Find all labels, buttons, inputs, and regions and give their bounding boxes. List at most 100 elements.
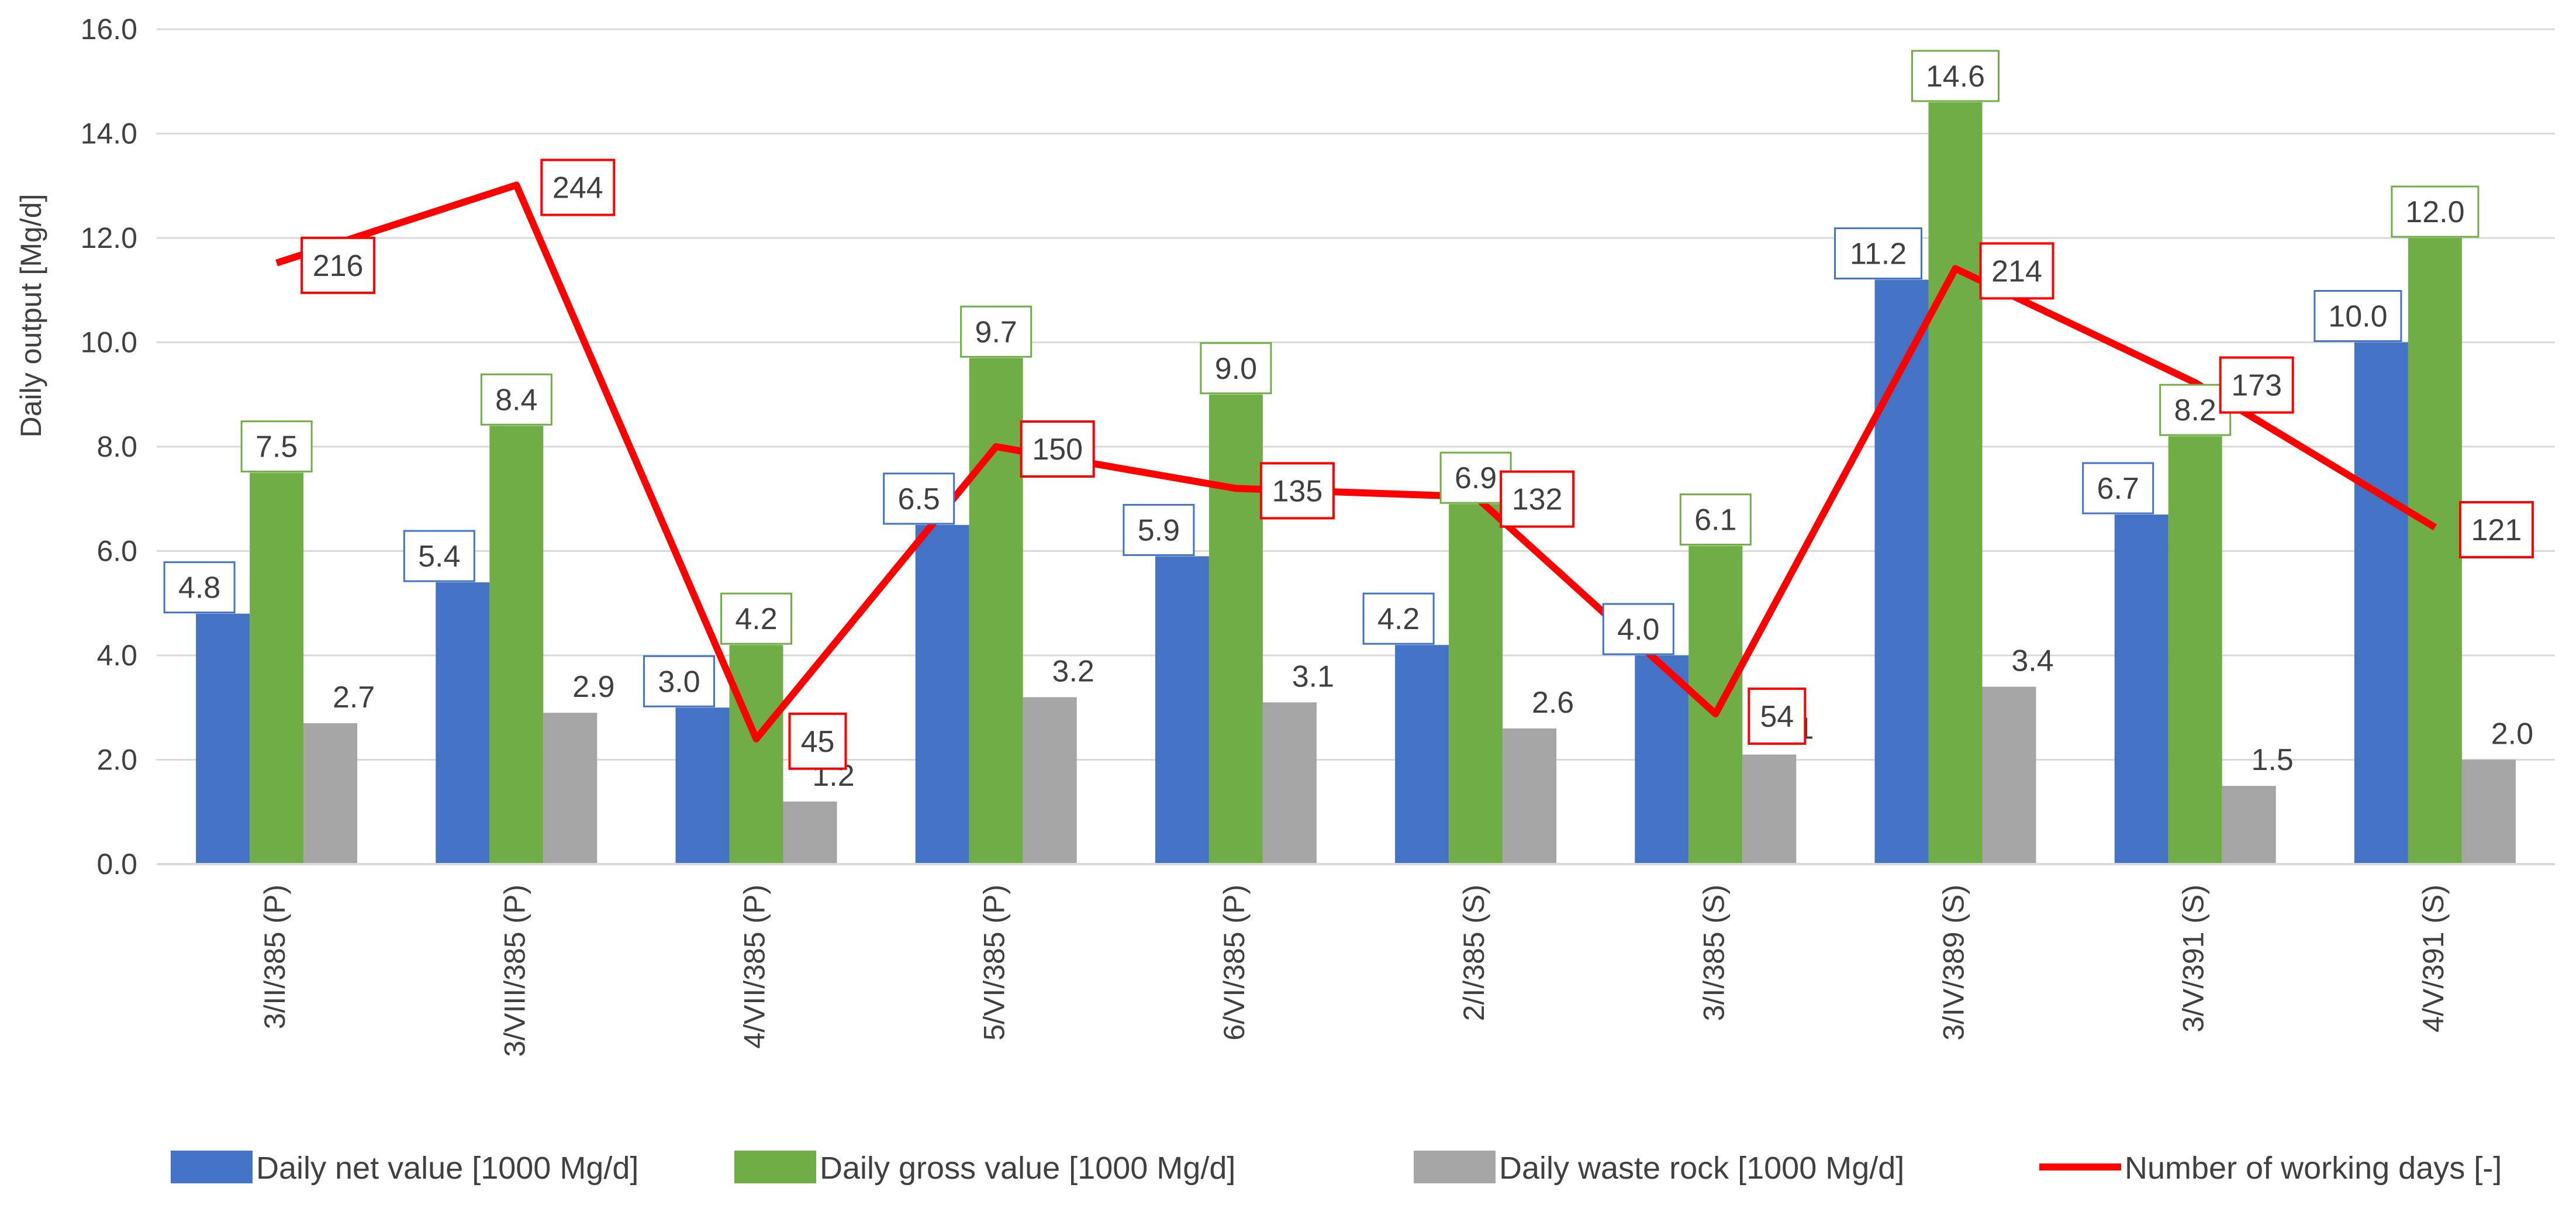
data-label-box [403,530,475,582]
data-label: 8.4 [495,383,537,417]
data-label-box [1602,603,1674,655]
data-label: 3.1 [1292,659,1334,693]
data-label: 121 [2471,513,2522,547]
y-tick-label: 14.0 [81,118,137,150]
y-tick-label: 8.0 [96,430,137,463]
bar [303,723,358,864]
data-label: 2.7 [333,681,375,714]
data-label: 7.5 [255,430,298,464]
data-label-box [301,236,376,294]
data-label: 135 [1272,474,1323,508]
legend-label: Number of working days [-] [2125,1151,2502,1186]
data-label: 14.6 [1926,60,1985,94]
bars [196,102,2516,865]
data-label: 214 [1991,254,2042,288]
data-label-box [1123,503,1195,556]
legend-label: Daily gross value [1000 Mg/d] [820,1151,1235,1186]
data-label: 4.2 [1377,602,1420,636]
data-label: 6.5 [898,482,940,516]
bar [543,713,598,864]
data-label: 4.2 [735,602,777,636]
data-label: 4.0 [1617,613,1659,647]
data-label: 45 [801,725,835,759]
legend-swatch [734,1151,816,1183]
data-label: 1.5 [2252,743,2294,777]
data-label-box [1979,242,2054,300]
y-tick-label: 16.0 [81,13,137,46]
y-tick-label: 0.0 [96,848,137,880]
legend-swatch [1414,1151,1496,1183]
bar [783,801,837,864]
legend-label: Daily net value [1000 Mg/d] [256,1151,638,1186]
data-label: 3.2 [1052,654,1094,688]
y-tick-label: 10.0 [81,326,137,359]
legend: Daily net value [1000 Mg/d] Daily gross v… [171,1151,2502,1186]
bar [969,358,1023,864]
data-label-box [163,561,236,614]
y-tick-label: 2.0 [96,744,137,776]
data-label: 4.8 [178,571,220,605]
y-tick-label: 12.0 [81,222,137,254]
data-label-box [2458,501,2534,559]
bar [436,582,490,864]
bar [2114,515,2168,864]
axes: 0.0 2.0 4.0 6.0 8.0 10.0 12.0 14.0 16.0 3/II/385 … [81,13,2555,1057]
data-label-box [1911,50,2000,102]
y-tick-label: 4.0 [96,639,137,672]
data-label-box [1020,420,1095,478]
bar [196,613,250,864]
x-tick-label: 3/VIII/385 (P) [498,885,531,1057]
data-label: 9.0 [1215,352,1257,386]
data-label-box [540,158,616,216]
legend-label: Daily waste rock [1000 Mg/d] [1499,1151,1904,1186]
x-tick-label: 5/VI/385 (P) [978,885,1011,1041]
data-label-box [720,592,792,645]
data-label: 216 [313,249,364,283]
data-label: 9.7 [975,315,1017,349]
data-label: 8.2 [2174,393,2216,427]
bar [1982,686,2036,864]
data-label-box [1259,462,1335,520]
data-label-box [1748,687,1807,745]
bar [1635,655,1689,864]
data-label: 2.9 [572,670,614,704]
bar [1928,102,1983,865]
bar [1503,728,1557,864]
data-label-box [2313,290,2402,342]
data-label-box [1500,470,1575,528]
bar [1688,545,1743,864]
x-tick-label: 4/V/391 (S) [2417,885,2450,1033]
bar [2461,759,2516,864]
data-label-box [1679,493,1752,546]
data-label-box [643,655,715,707]
bar [1742,754,1797,864]
data-label-box [2219,356,2294,414]
bar [489,426,544,864]
bar [2408,238,2462,864]
data-label: 3.0 [658,665,700,699]
data-label: 3.4 [2011,644,2053,678]
bar [2354,342,2408,864]
data-label: 150 [1032,433,1083,467]
data-label: 12.0 [2405,195,2464,229]
working-days-line [275,181,2437,743]
data-label-box [1200,342,1272,395]
data-label: 10.0 [2328,300,2387,334]
y-axis-title: Daily output [Mg/d] [15,194,47,438]
bar [2222,786,2276,864]
bar [1874,279,1929,864]
data-label-box [1834,227,1922,279]
data-label-box [883,472,955,525]
data-label: 173 [2231,369,2282,403]
y-tick-label: 6.0 [96,535,137,568]
data-label: 6.1 [1694,503,1736,537]
data-label-box [960,305,1033,358]
data-label: 54 [1760,700,1794,734]
data-label-box [2082,462,2154,515]
x-tick-label: 3/II/385 (P) [258,885,291,1029]
bar [2168,436,2222,864]
bar [1155,556,1209,864]
data-label-box [2159,384,2232,436]
data-label: 6.9 [1455,461,1497,495]
